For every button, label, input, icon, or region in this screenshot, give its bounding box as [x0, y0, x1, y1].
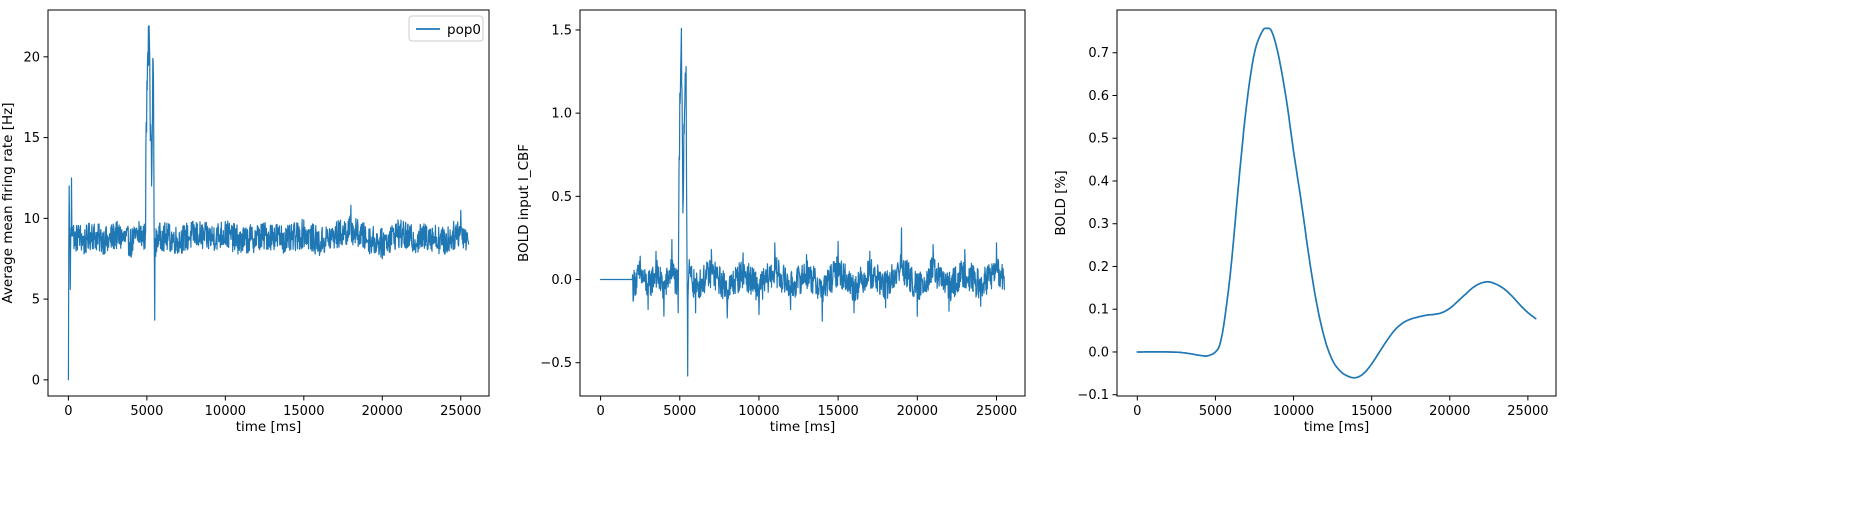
y-tick-label: 0.1	[1088, 303, 1109, 318]
axes-frame	[1116, 9, 1557, 397]
x-tick-label: 0	[596, 404, 604, 419]
x-tick-label: 10000	[738, 404, 779, 419]
x-tick-label: 20000	[1429, 404, 1470, 419]
x-tick-label: 25000	[440, 404, 481, 419]
y-axis-label: BOLD [%]	[1053, 170, 1069, 235]
y-tick-label: 0.5	[551, 190, 572, 205]
x-axis-label: time [ms]	[236, 419, 302, 435]
series-line-1-1	[67, 25, 470, 381]
axes-frame	[47, 9, 490, 397]
series-line-2-1	[599, 27, 1006, 377]
x-tick-label: 5000	[1199, 404, 1232, 419]
x-tick-label: 20000	[897, 404, 938, 419]
x-tick-label: 10000	[205, 404, 246, 419]
x-tick-label: 20000	[362, 404, 403, 419]
y-tick-label: 0.5	[1088, 132, 1109, 147]
x-axis-label: time [ms]	[770, 419, 836, 435]
chart-panel-1: 0 5000 10000 15000 20000 25000 0 5 10 15 20 time [m…	[0, 9, 490, 435]
y-tick-label: 0.0	[551, 273, 572, 288]
y-tick-label: 0.0	[1088, 345, 1109, 360]
x-tick-label: 5000	[130, 404, 163, 419]
x-tick-label: 5000	[663, 404, 696, 419]
y-tick-label: −0.5	[540, 356, 572, 371]
y-tick-label: 10	[23, 212, 40, 227]
series-line-3-1	[1136, 27, 1537, 379]
x-tick-label: 25000	[976, 404, 1017, 419]
y-tick-label: 1.5	[551, 23, 572, 38]
y-axis-label: Average mean firing rate [Hz]	[0, 102, 16, 303]
x-tick-label: 0	[64, 404, 72, 419]
y-tick-label: 0.6	[1088, 89, 1109, 104]
y-tick-label: 0.7	[1088, 46, 1109, 61]
y-tick-label: 5	[32, 293, 40, 308]
x-tick-label: 10000	[1273, 404, 1314, 419]
y-tick-label: 0	[32, 373, 40, 388]
axes-frame	[579, 9, 1026, 397]
y-tick-label: 15	[23, 131, 40, 146]
x-axis-label: time [ms]	[1304, 419, 1370, 435]
y-tick-label: 20	[23, 50, 40, 65]
x-tick-label: 15000	[817, 404, 858, 419]
y-axis-label: BOLD input I_CBF	[516, 144, 532, 262]
x-tick-label: 0	[1133, 404, 1141, 419]
x-tick-label: 15000	[283, 404, 324, 419]
x-tick-label: 15000	[1351, 404, 1392, 419]
y-tick-label: 0.3	[1088, 217, 1109, 232]
y-tick-label: 0.2	[1088, 260, 1109, 275]
y-tick-label: −0.1	[1077, 388, 1109, 403]
chart-panel-2: 0 5000 10000 15000 20000 25000 −0.5 0.0 0.5 1.0 1.…	[516, 9, 1026, 435]
y-tick-label: 0.4	[1088, 174, 1109, 189]
legend: pop0	[408, 15, 484, 42]
x-tick-label: 25000	[1507, 404, 1548, 419]
y-tick-label: 1.0	[551, 107, 572, 122]
legend-label: pop0	[447, 22, 481, 38]
chart-panel-3: 0 5000 10000 15000 20000 25000 −0.1 0.0 0.1 0.2 0.…	[1053, 9, 1557, 435]
